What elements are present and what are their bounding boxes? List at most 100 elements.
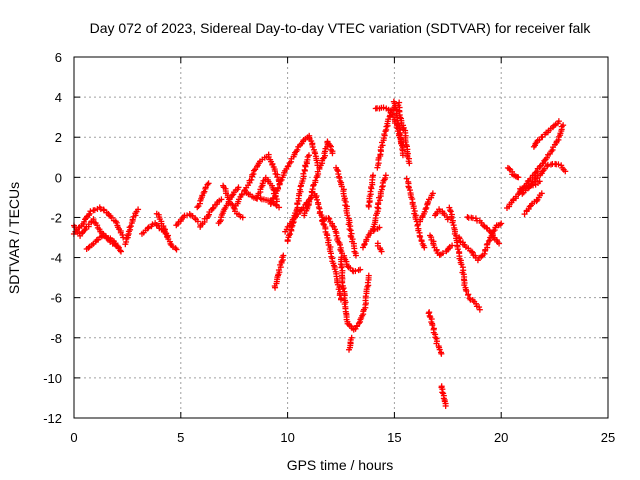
- data-point: [334, 166, 341, 173]
- data-point: [129, 216, 136, 223]
- data-point: [344, 212, 351, 219]
- data-point: [235, 184, 242, 191]
- data-point: [117, 247, 124, 254]
- data-point: [204, 181, 211, 188]
- data-point: [172, 245, 179, 252]
- data-point: [325, 215, 332, 222]
- data-point: [305, 152, 312, 159]
- data-point: [173, 246, 180, 253]
- x-tick-label: 10: [280, 430, 294, 445]
- data-point: [403, 175, 410, 182]
- data-point: [485, 237, 492, 244]
- data-point: [364, 279, 371, 286]
- y-tick-label: 0: [55, 170, 62, 185]
- data-point: [355, 320, 362, 327]
- x-tick-label: 25: [601, 430, 615, 445]
- data-point: [380, 104, 387, 111]
- data-point: [538, 170, 545, 177]
- data-point: [378, 248, 385, 255]
- y-tick-label: -4: [50, 251, 62, 266]
- data-point: [421, 244, 428, 251]
- y-tick-label: -10: [43, 371, 62, 386]
- data-point: [229, 201, 236, 208]
- data-point: [560, 122, 567, 129]
- plot-frame: [73, 56, 609, 419]
- data-point: [480, 222, 487, 229]
- data-point: [357, 266, 364, 273]
- y-tick-label: -2: [50, 210, 62, 225]
- data-point: [250, 167, 257, 174]
- data-point: [533, 198, 540, 205]
- data-point: [336, 292, 343, 299]
- data-point: [284, 237, 291, 244]
- data-point: [543, 163, 550, 170]
- x-tick-label: 5: [177, 430, 184, 445]
- data-point: [341, 301, 348, 308]
- data-point: [201, 188, 208, 195]
- data-point: [194, 204, 201, 211]
- data-point: [209, 205, 216, 212]
- data-point: [335, 171, 342, 178]
- data-point: [346, 226, 353, 233]
- data-point: [167, 240, 174, 247]
- data-point: [365, 272, 372, 279]
- data-point: [417, 233, 424, 240]
- data-point: [194, 218, 201, 225]
- data-point: [562, 168, 569, 175]
- y-tick-label: -8: [50, 331, 62, 346]
- data-point: [429, 190, 436, 197]
- y-tick-label: -12: [43, 411, 62, 426]
- data-point: [294, 146, 301, 153]
- data-point: [468, 248, 475, 255]
- data-point: [497, 221, 504, 228]
- data-points: [70, 98, 569, 409]
- data-point: [75, 224, 82, 231]
- data-point: [555, 118, 562, 125]
- data-point: [382, 128, 389, 135]
- data-point: [312, 177, 319, 184]
- data-point: [117, 248, 124, 255]
- data-point: [381, 131, 388, 138]
- data-point: [347, 227, 354, 234]
- data-point: [248, 176, 255, 183]
- data-point: [239, 214, 246, 221]
- chart-title: Day 072 of 2023, Sidereal Day-to-day VTE…: [90, 20, 592, 36]
- data-point: [423, 204, 430, 211]
- data-point: [338, 264, 345, 271]
- data-point: [272, 201, 279, 208]
- data-point: [498, 220, 505, 227]
- data-point: [275, 184, 282, 191]
- data-point: [454, 246, 461, 253]
- data-point: [149, 221, 156, 228]
- data-point: [429, 322, 436, 329]
- data-point: [362, 293, 369, 300]
- data-point: [410, 205, 417, 212]
- data-point: [442, 402, 449, 409]
- data-point: [449, 242, 456, 249]
- data-point: [447, 207, 454, 214]
- data-point: [496, 240, 503, 247]
- data-point: [528, 181, 535, 188]
- data-point: [286, 232, 293, 239]
- data-point: [145, 224, 152, 231]
- data-point: [538, 190, 545, 197]
- data-point: [328, 146, 335, 153]
- data-point: [100, 232, 107, 239]
- y-tick-label: 4: [55, 90, 62, 105]
- data-point: [548, 148, 555, 155]
- data-point: [397, 114, 404, 121]
- data-point: [273, 198, 280, 205]
- data-point: [285, 162, 292, 169]
- data-point: [555, 161, 562, 168]
- data-point: [310, 182, 317, 189]
- data-point: [309, 143, 316, 150]
- data-point: [414, 222, 421, 229]
- data-point: [463, 288, 470, 295]
- data-point: [85, 244, 92, 251]
- data-point: [382, 172, 389, 179]
- data-point: [376, 224, 383, 231]
- data-point: [439, 250, 446, 257]
- data-point: [464, 291, 471, 298]
- data-point: [515, 174, 522, 181]
